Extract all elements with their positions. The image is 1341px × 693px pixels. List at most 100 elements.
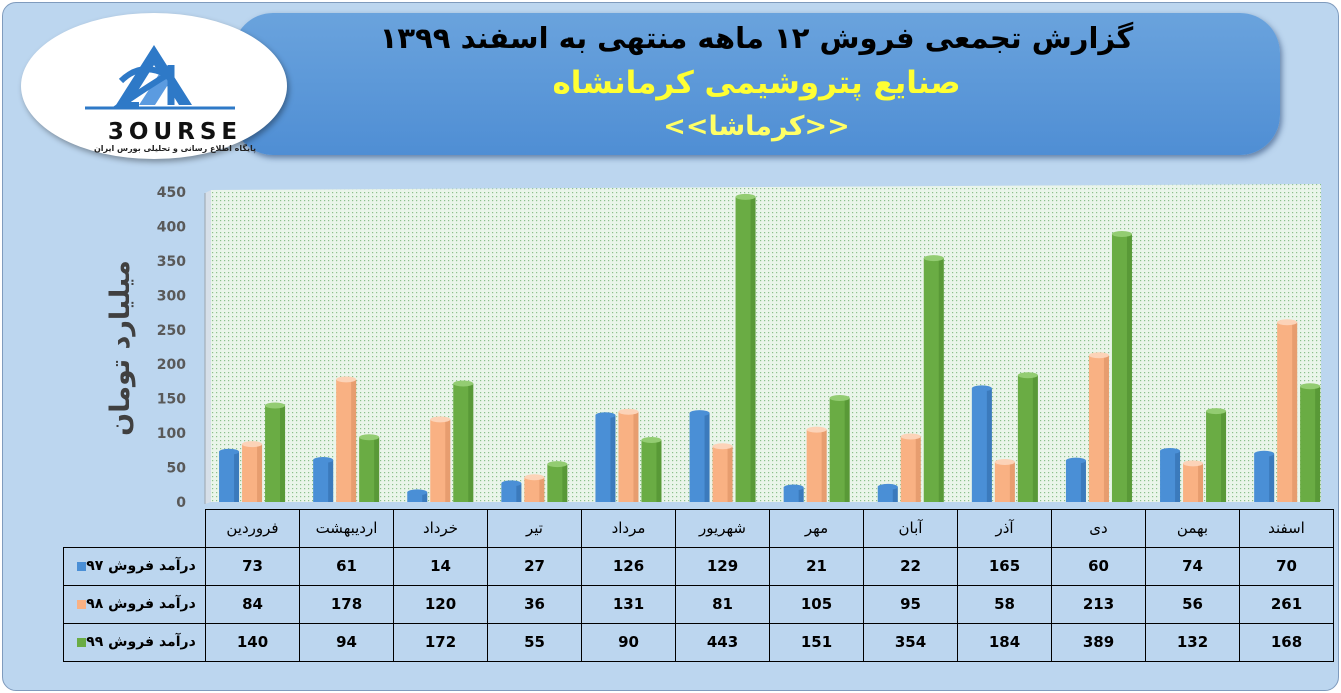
y-tick-label: 0 <box>176 495 186 508</box>
bar <box>265 402 286 502</box>
bar-cap <box>1111 231 1132 238</box>
bar-cap <box>1206 408 1227 415</box>
table-category: دی <box>1051 509 1146 548</box>
bar <box>1183 460 1204 502</box>
table-value: 70 <box>1239 546 1334 586</box>
bar <box>1254 450 1275 502</box>
table-value: 22 <box>863 546 958 586</box>
plot-side-wall <box>205 190 211 504</box>
bar-shade <box>892 486 898 502</box>
table-row: درآمد فروش ۹۸ 84 178 120 36 131 81 105 95 58 213 56… <box>63 584 1334 624</box>
logo-wordmark: 3OURSE <box>107 119 243 145</box>
bar-cap <box>547 461 568 468</box>
bar <box>219 448 240 502</box>
bar-cap <box>994 459 1015 466</box>
table-value: 14 <box>393 546 488 586</box>
table-value: 73 <box>205 546 300 586</box>
table-value: 129 <box>675 546 770 586</box>
table-value: 21 <box>769 546 864 586</box>
bar <box>1017 372 1038 502</box>
table-value: 354 <box>863 622 958 662</box>
bar <box>618 408 639 502</box>
bar-cap <box>1065 457 1086 464</box>
bar-cap <box>1183 460 1204 467</box>
table-value: 55 <box>487 622 582 662</box>
bar-shade <box>986 388 992 502</box>
bar <box>1300 383 1321 502</box>
bar-shade <box>1175 451 1181 502</box>
table-value: 389 <box>1051 622 1146 662</box>
series-name: درآمد فروش ۹۹ <box>86 634 196 650</box>
bar-cap <box>336 376 357 383</box>
bar <box>971 385 992 502</box>
bar-shade <box>234 451 240 502</box>
table-value: 165 <box>957 546 1052 586</box>
bar <box>900 433 921 502</box>
table-row: درآمد فروش ۹۷ 73 61 14 27 126 129 21 22 165 60 74 70 <box>63 546 1334 586</box>
bar <box>524 474 545 502</box>
bar <box>336 376 357 502</box>
bar-shade <box>1126 234 1132 502</box>
bar-shade <box>562 464 568 502</box>
logo-mark-icon <box>85 45 235 110</box>
series-label: درآمد فروش ۹۷ <box>63 546 206 586</box>
table-value: 132 <box>1145 622 1240 662</box>
bar <box>1065 457 1086 502</box>
bar <box>1206 408 1227 502</box>
bar-shade <box>328 459 334 502</box>
table-value: 178 <box>299 584 394 624</box>
legend-key-icon <box>77 599 87 609</box>
table-value: 184 <box>957 622 1052 662</box>
bar-cap <box>783 484 804 491</box>
bar-shade <box>1080 460 1086 502</box>
logo-tagline: پایگاه اطلاع رسانی و تحلیلی بورس ایران <box>93 144 257 153</box>
table-value: 213 <box>1051 584 1146 624</box>
bar-shade <box>1292 322 1298 502</box>
table-value: 131 <box>581 584 676 624</box>
plot-area <box>205 184 1321 502</box>
bar-cap <box>524 474 545 481</box>
bar-cap <box>1300 383 1321 390</box>
bar-shade <box>844 397 850 502</box>
logo: 3OURSE پایگاه اطلاع رسانی و تحلیلی بورس … <box>21 13 287 159</box>
bar-cap <box>453 380 474 387</box>
report-title: گزارش تجمعی فروش ۱۲ ماهه منتهی به اسفند … <box>379 21 1134 55</box>
bar-shade <box>915 436 921 502</box>
bar-shade <box>938 258 944 502</box>
table-value: 36 <box>487 584 582 624</box>
bar <box>877 483 898 502</box>
bar <box>735 193 756 503</box>
bar-shade <box>516 483 522 502</box>
table-category: اردیبهشت <box>299 509 394 548</box>
bar <box>806 426 827 502</box>
bar <box>453 380 474 502</box>
ticker-symbol: <<کرماشا>> <box>663 111 850 142</box>
bar-cap <box>219 448 240 455</box>
bar <box>547 461 568 502</box>
bar-cap <box>1277 319 1298 326</box>
bar-cap <box>265 402 286 409</box>
table-corner <box>64 510 206 548</box>
bar-chart: 0 50 100 150 200 250 300 350 400 450 میلیارد توما… <box>105 184 1321 508</box>
bar-cap <box>313 456 334 463</box>
bar <box>242 441 263 502</box>
bar-shade <box>821 429 827 502</box>
table-value: 95 <box>863 584 958 624</box>
y-tick-label: 200 <box>157 357 186 373</box>
bar-shade <box>750 196 756 503</box>
bar-cap <box>595 412 616 419</box>
bar-shade <box>539 477 545 502</box>
bar-shade <box>1315 386 1321 502</box>
bar <box>923 255 944 502</box>
bar-cap <box>806 426 827 433</box>
y-tick-label: 150 <box>157 392 186 408</box>
bar-shade <box>656 440 662 502</box>
bar-cap <box>1088 352 1109 359</box>
bar-cap <box>971 385 992 392</box>
bar-shade <box>633 411 639 502</box>
bar-shade <box>798 487 804 502</box>
bar-shade <box>1221 411 1227 502</box>
table-value: 105 <box>769 584 864 624</box>
table-value: 84 <box>205 584 300 624</box>
